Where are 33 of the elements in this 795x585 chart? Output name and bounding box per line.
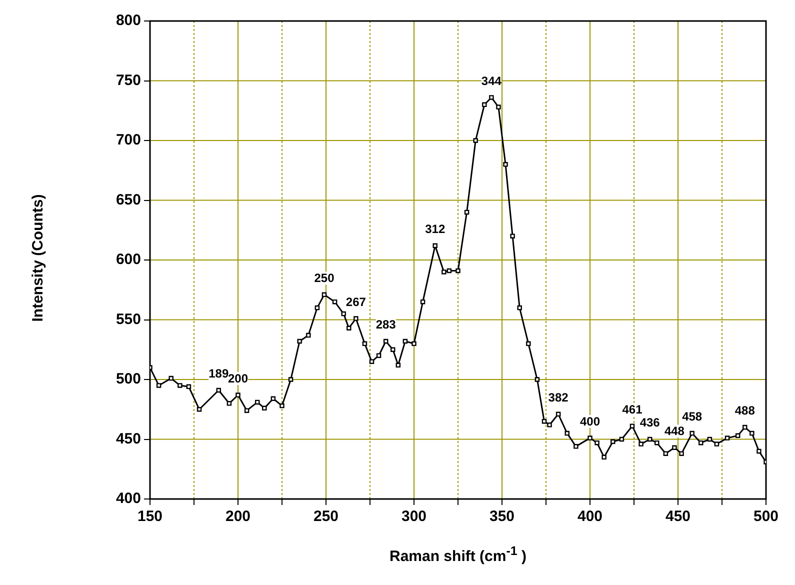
annotation: 200	[228, 371, 248, 386]
x-tick-label: 400	[577, 508, 603, 526]
annotation: 382	[548, 390, 569, 404]
annotation: 461	[622, 402, 643, 416]
x-tick-label: 300	[401, 508, 427, 526]
y-tick-label: 500	[116, 370, 141, 388]
annotation: 344	[481, 74, 502, 88]
annotation: 189	[208, 366, 229, 381]
y-axis-title: Intensity (Counts)	[30, 194, 46, 322]
annotation: 400	[580, 414, 600, 428]
y-tick-label: 600	[116, 251, 141, 268]
y-tick-label: 450	[116, 430, 141, 448]
annotation: 458	[682, 410, 702, 424]
annotation: 488	[734, 404, 756, 418]
x-tick-label: 350	[489, 508, 515, 526]
x-tick-label: 500	[753, 508, 779, 526]
annotation: 436	[640, 416, 660, 430]
y-tick-label: 800	[116, 12, 141, 30]
x-axis-title: Raman shift (cm$^{-1}$ )	[388, 544, 528, 565]
annotation: 267	[346, 294, 366, 309]
annotation: 283	[376, 318, 396, 332]
annotation: 312	[425, 222, 446, 236]
y-tick-label: 700	[116, 132, 141, 149]
y-tick-label: 400	[116, 490, 141, 508]
annotation: 448	[664, 424, 685, 438]
y-tick-label: 550	[116, 310, 141, 328]
y-tick-label: 750	[116, 72, 141, 89]
y-tick-label: 650	[116, 191, 141, 208]
x-tick-label: 200	[225, 508, 251, 526]
annotation: 250	[314, 270, 335, 285]
x-tick-label: 250	[313, 508, 339, 526]
x-tick-label: 450	[665, 508, 691, 526]
x-tick-label: 150	[137, 508, 163, 526]
